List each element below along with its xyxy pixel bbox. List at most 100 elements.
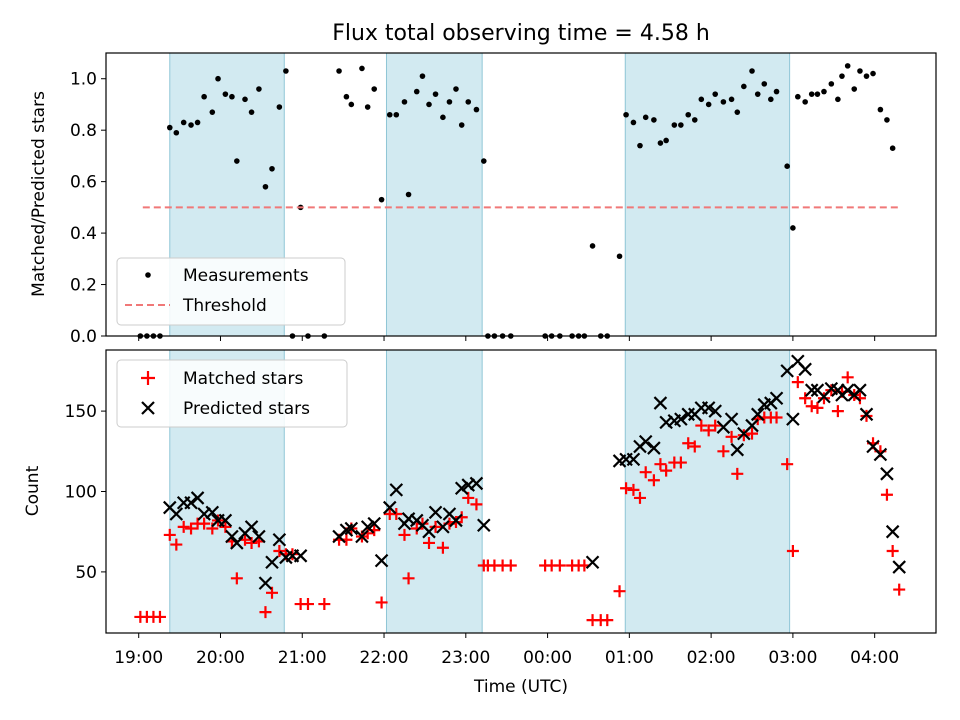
point-matched-stars-9: [198, 517, 211, 530]
point-matched-stars-46: [470, 498, 483, 511]
point-matched-stars-10: [206, 522, 219, 535]
point-measurements-85: [784, 163, 790, 169]
point-measurements-31: [371, 86, 378, 92]
bottom-series-layer: [134, 354, 906, 627]
point-measurements-91: [821, 88, 827, 95]
point-measurements-38: [419, 73, 426, 79]
point-measurements-82: [761, 81, 768, 87]
point-matched-stars-14: [230, 572, 243, 585]
bottom-y-ticks: 50 100 150: [65, 402, 106, 583]
point-measurements-11: [215, 75, 221, 82]
point-matched-stars-40: [429, 520, 442, 533]
point-predicted-stars-83: [880, 467, 894, 481]
point-predicted-stars-38: [454, 481, 469, 496]
point-matched-stars-77: [725, 430, 738, 443]
x-tick-label-7: 02:00: [687, 648, 736, 668]
point-measurements-88: [802, 99, 808, 105]
point-predicted-stars-33: [422, 524, 436, 539]
x-tick-label-5: 00:00: [523, 648, 572, 668]
point-measurements-78: [734, 109, 741, 115]
x-axis-label: Time (UTC): [473, 677, 568, 697]
point-measurements-68: [663, 137, 669, 144]
top-y-tick-label-1: 0.2: [70, 276, 97, 296]
point-measurements-73: [698, 96, 705, 103]
x-tick-label-8: 03:00: [768, 648, 817, 668]
point-predicted-stars-84: [885, 524, 900, 539]
point-measurements-32: [378, 196, 385, 203]
point-measurements-5: [173, 129, 180, 136]
point-matched-stars-25: [318, 598, 331, 611]
top-y-tick-label-0: 0.0: [70, 327, 97, 347]
point-matched-stars-66: [647, 474, 660, 487]
point-matched-stars-16: [245, 536, 258, 549]
point-predicted-stars-28: [389, 483, 404, 497]
point-measurements-26: [336, 68, 342, 74]
x-tick-label-3: 22:00: [360, 648, 409, 668]
point-matched-stars-62: [620, 482, 633, 495]
x-tick-label-4: 23:00: [441, 648, 490, 668]
point-measurements-80: [749, 68, 755, 74]
point-measurements-17: [256, 86, 262, 92]
point-predicted-stars-52: [674, 412, 688, 426]
point-measurements-13: [229, 93, 235, 100]
bot-y-tick-label-1: 100: [65, 483, 97, 503]
point-predicted-stars-40: [469, 476, 484, 491]
point-measurements-63: [630, 119, 637, 126]
point-measurements-36: [405, 191, 412, 198]
point-measurements-18: [262, 183, 269, 190]
point-matched-stars-101: [880, 488, 893, 501]
point-predicted-stars-14: [258, 576, 273, 590]
point-matched-stars-24: [301, 598, 314, 611]
point-measurements-15: [242, 96, 248, 103]
bot-shaded-interval-2: [624, 349, 791, 634]
point-measurements-6: [180, 119, 187, 126]
point-matched-stars-5: [170, 538, 183, 551]
point-measurements-39: [426, 101, 432, 108]
point-measurements-90: [814, 91, 821, 97]
point-measurements-21: [283, 68, 289, 74]
point-measurements-8: [194, 119, 201, 126]
point-matched-stars-91: [817, 392, 830, 405]
bot-y-tick-label-2: 150: [65, 402, 97, 422]
point-measurements-99: [870, 70, 876, 77]
point-measurements-34: [393, 111, 400, 118]
top-y-tick-label-4: 0.8: [70, 121, 97, 141]
point-matched-stars-80: [746, 427, 759, 440]
point-predicted-stars-71: [804, 383, 819, 397]
point-predicted-stars-13: [252, 529, 266, 544]
point-measurements-19: [269, 165, 275, 172]
point-predicted-stars-60: [730, 442, 745, 457]
bot-y-tick-label-0: 50: [75, 563, 97, 583]
point-measurements-92: [828, 81, 835, 87]
point-predicted-stars-63: [750, 407, 765, 422]
point-measurements-46: [473, 106, 480, 113]
point-measurements-81: [754, 91, 761, 97]
point-matched-stars-45: [462, 491, 475, 504]
point-measurements-27: [343, 93, 350, 100]
legend-marker-predicted: [141, 401, 155, 415]
point-matched-stars-87: [791, 376, 804, 389]
point-predicted-stars-34: [428, 505, 443, 520]
x-tick-label-1: 20:00: [196, 648, 245, 668]
point-measurements-83: [768, 96, 774, 103]
point-predicted-stars-16: [272, 532, 287, 547]
point-measurements-65: [642, 114, 649, 121]
point-predicted-stars-15: [265, 555, 279, 570]
point-predicted-stars-37: [449, 513, 463, 528]
point-matched-stars-70: [674, 456, 687, 469]
top-y-tick-label-3: 0.6: [70, 173, 97, 193]
point-measurements-71: [685, 111, 692, 118]
point-matched-stars-63: [627, 483, 640, 496]
point-matched-stars-89: [805, 400, 818, 413]
point-matched-stars-92: [825, 384, 838, 397]
legend-label-predicted: Predicted stars: [183, 399, 310, 419]
point-matched-stars-90: [811, 401, 824, 414]
point-matched-stars-88: [799, 392, 812, 405]
point-matched-stars-54: [553, 559, 566, 572]
point-predicted-stars-45: [626, 452, 641, 467]
point-measurements-40: [432, 91, 439, 97]
point-measurements-64: [637, 142, 643, 149]
point-matched-stars-98: [860, 409, 873, 422]
point-predicted-stars-23: [355, 529, 369, 544]
